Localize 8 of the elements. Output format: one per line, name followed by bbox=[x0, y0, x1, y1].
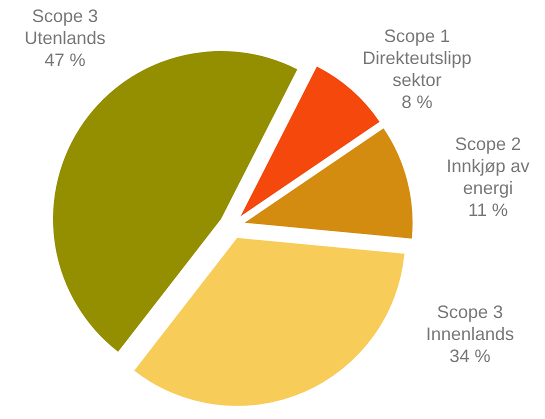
slice-label: Scope 3 Innenlands bbox=[426, 302, 514, 344]
data-label: 8 % bbox=[401, 92, 433, 112]
data-label: 47 % bbox=[44, 50, 86, 70]
slice-label: Scope 3 Utenlands bbox=[24, 6, 106, 48]
data-label: 11 % bbox=[468, 200, 508, 220]
data-label: 34 % bbox=[449, 346, 491, 366]
slice-label: Scope 2 Innkjøp av energi bbox=[446, 134, 530, 198]
slice-label: Scope 1 Direkteutslipp sektor bbox=[362, 26, 472, 90]
